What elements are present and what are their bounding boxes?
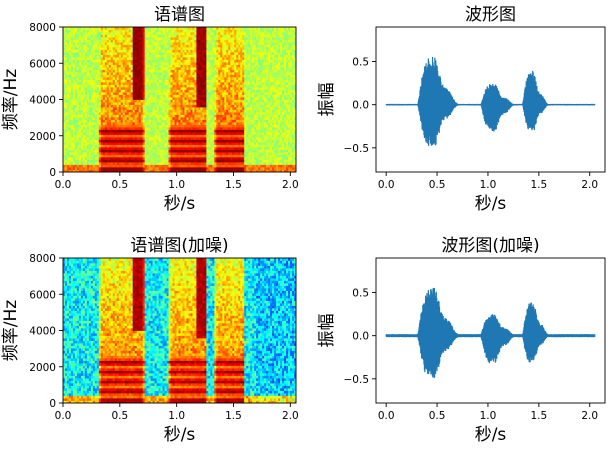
y-tick-label: 0 — [49, 167, 56, 179]
waveform-line-1 — [385, 56, 596, 146]
chart-title: 语谱图(加噪) — [130, 236, 228, 256]
x-tick-label: 1.0 — [168, 179, 185, 191]
y-tick-label: 4000 — [29, 95, 56, 107]
y-tick-label: 0.0 — [352, 331, 369, 343]
y-axis-label: 振幅 — [317, 83, 337, 117]
y-tick-label: −0.5 — [344, 374, 370, 386]
x-tick-label: 1.0 — [168, 410, 185, 422]
x-axis-label: 秒/s — [475, 194, 507, 214]
axes-frame — [375, 26, 606, 173]
x-tick-label: 1.5 — [530, 410, 547, 422]
waveform-line-3 — [385, 287, 596, 379]
chart-title: 波形图(加噪) — [441, 236, 539, 256]
x-tick-label: 0.0 — [55, 410, 72, 422]
x-tick-label: 2.0 — [581, 179, 598, 191]
x-tick-label: 2.0 — [581, 410, 598, 422]
y-axis-label: 频率/Hz — [1, 300, 21, 362]
x-tick-label: 1.0 — [480, 410, 497, 422]
y-tick-label: 0.0 — [352, 100, 369, 112]
x-tick-label: 1.5 — [530, 179, 547, 191]
x-tick-label: 2.0 — [282, 179, 299, 191]
chart-title: 语谱图 — [154, 5, 205, 25]
y-tick-label: −0.5 — [344, 143, 370, 155]
y-tick-label: 0.5 — [352, 57, 369, 69]
y-tick-label: 0.5 — [352, 288, 369, 300]
y-tick-label: 2000 — [29, 362, 56, 374]
y-axis-label: 频率/Hz — [1, 69, 21, 131]
y-tick-label: 0 — [49, 398, 56, 410]
x-axis-label: 秒/s — [164, 194, 196, 214]
axes-2: 0.0 0.5 1.0 1.5 2.0 0 2000 4000 6000 8000 语谱图(加噪) 秒… — [1, 236, 299, 445]
spectrogram-2 — [63, 258, 297, 404]
chart-title: 波形图 — [465, 5, 516, 25]
y-tick-label: 8000 — [29, 253, 56, 265]
y-axis-label: 振幅 — [317, 314, 337, 348]
y-tick-label: 8000 — [29, 22, 56, 34]
x-tick-label: 0.0 — [55, 179, 72, 191]
axes-frame — [375, 257, 606, 404]
x-axis-label: 秒/s — [164, 425, 196, 445]
axes-3: 0.0 0.5 1.0 1.5 2.0 −0.5 0.0 0.5 波形图(加噪) 秒/s 振幅 — [317, 236, 606, 445]
x-tick-label: 0.5 — [111, 410, 128, 422]
x-tick-label: 1.0 — [480, 179, 497, 191]
y-tick-label: 6000 — [29, 58, 56, 70]
y-tick-label: 4000 — [29, 326, 56, 338]
x-tick-label: 0.5 — [111, 179, 128, 191]
x-tick-label: 1.5 — [225, 410, 242, 422]
x-tick-label: 0.5 — [429, 410, 446, 422]
x-axis-label: 秒/s — [475, 425, 507, 445]
spectrogram-0 — [63, 27, 297, 173]
y-tick-label: 6000 — [29, 289, 56, 301]
x-tick-label: 0.0 — [378, 410, 395, 422]
x-tick-label: 0.0 — [378, 179, 395, 191]
y-tick-label: 2000 — [29, 131, 56, 143]
x-tick-label: 1.5 — [225, 179, 242, 191]
x-tick-label: 0.5 — [429, 179, 446, 191]
x-tick-label: 2.0 — [282, 410, 299, 422]
